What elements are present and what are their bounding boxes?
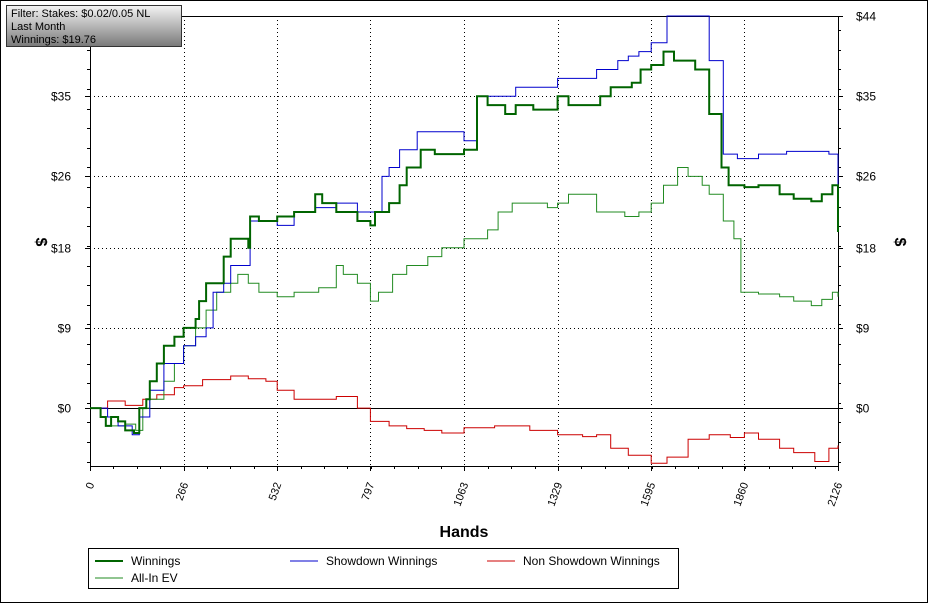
filter-winnings-text: Winnings: $19.76 xyxy=(11,34,96,46)
legend-label-all-in-ev: All-In EV xyxy=(131,571,178,585)
filter-info-box: Filter: Stakes: $0.02/0.05 NL Last Month… xyxy=(6,5,182,47)
y-tick-label-right: $35 xyxy=(856,90,876,104)
y-tick-label-left: $26 xyxy=(51,170,71,184)
y-tick-label-left: $9 xyxy=(58,322,72,336)
legend-label-showdown-winnings: Showdown Winnings xyxy=(326,554,437,568)
series-line-winnings xyxy=(90,50,839,434)
x-axis-title: Hands xyxy=(440,524,489,541)
y-tick-label-left: $18 xyxy=(51,242,71,256)
x-tick-label: 797 xyxy=(360,481,378,502)
series-line-showdown-winnings xyxy=(90,15,839,436)
y-axis-title-right: $ xyxy=(891,238,908,247)
legend-box xyxy=(88,548,679,589)
x-tick-label: 532 xyxy=(267,481,285,502)
legend-label-non-showdown-winnings: Non Showdown Winnings xyxy=(523,554,660,568)
series-group xyxy=(90,15,839,464)
y-tick-label-right: $26 xyxy=(856,170,876,184)
y-tick-label-left: $35 xyxy=(51,90,71,104)
x-tick-label: 0 xyxy=(84,481,97,491)
legend: Winnings Showdown Winnings Non Showdown Wi… xyxy=(95,554,660,585)
filter-period-text: Last Month xyxy=(11,21,66,33)
y-tick-label-right: $44 xyxy=(856,10,876,24)
y-tick-label-left: $0 xyxy=(58,402,72,416)
y-tick-label-right: $18 xyxy=(856,242,876,256)
ticks xyxy=(85,16,843,471)
series-line-non-showdown-winnings xyxy=(90,375,839,464)
y-tick-label-right: $0 xyxy=(856,402,870,416)
y-tick-label-right: $9 xyxy=(856,322,870,336)
y-axis-title-left: $ xyxy=(32,238,49,247)
filter-stakes-text: Filter: Stakes: $0.02/0.05 NL xyxy=(11,8,151,20)
x-tick-label: 266 xyxy=(174,481,192,502)
legend-label-winnings: Winnings xyxy=(131,554,180,568)
